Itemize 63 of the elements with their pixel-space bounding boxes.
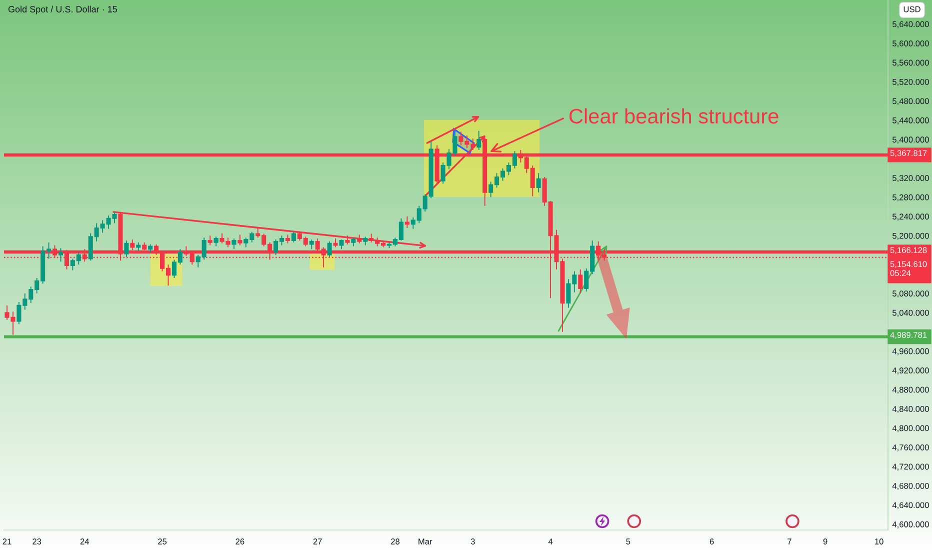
- candlestick: [339, 239, 344, 250]
- candlestick: [124, 240, 129, 258]
- y-tick-label: 4,960.000: [892, 348, 929, 356]
- y-tick-label: 5,040.000: [892, 310, 929, 317]
- candlestick: [351, 237, 356, 247]
- y-tick-label: 5,280.000: [892, 194, 929, 202]
- x-tick-label: 21: [2, 538, 12, 544]
- candlestick: [232, 238, 236, 250]
- y-tick-label: 4,800.000: [892, 425, 929, 432]
- candlestick: [476, 130, 482, 151]
- x-tick-label: 6: [710, 538, 714, 544]
- candlestick: [357, 234, 362, 244]
- candlestick: [285, 234, 290, 244]
- y-tick-label: 4,920.000: [892, 368, 929, 374]
- x-tick-label: 7: [788, 538, 792, 544]
- ref-line-label: 5,154.610 05:24: [890, 261, 927, 276]
- x-tick-label: 28: [391, 538, 400, 544]
- text: Gold Spot / U.S. Dollar · 15: [8, 6, 118, 14]
- candlestick: [327, 240, 332, 258]
- candlestick: [208, 235, 212, 246]
- candlestick: [58, 248, 64, 262]
- y-tick-label: 4,840.000: [892, 406, 929, 413]
- annotation: Clear bearish structure: [569, 108, 778, 124]
- candlestick: [309, 239, 314, 250]
- candlestick: [363, 236, 368, 246]
- candlestick: [148, 244, 153, 254]
- x-tick-label: Mar: [418, 538, 432, 544]
- x-tick-label: 3: [470, 538, 475, 544]
- y-tick-label: 5,080.000: [892, 290, 929, 298]
- y-tick-label: 5,320.000: [892, 175, 929, 182]
- ref-line-label: 5,166.128: [890, 247, 927, 254]
- candlestick: [536, 172, 541, 193]
- ref-line-label: 4,989.781: [890, 332, 927, 339]
- y-tick-label: 5,640.000: [892, 21, 929, 28]
- y-tick-label: 5,520.000: [892, 78, 929, 86]
- y-tick-label: 4,760.000: [892, 444, 929, 452]
- y-tick-label: 5,200.000: [892, 232, 929, 240]
- x-tick-label: 9: [823, 538, 828, 544]
- y-tick-label: 4,680.000: [892, 482, 929, 490]
- y-tick-label: 5,560.000: [892, 60, 929, 67]
- candlestick: [136, 242, 141, 252]
- candlestick: [291, 231, 296, 243]
- y-tick-label: 5,440.000: [892, 117, 929, 124]
- y-tick-label: 5,240.000: [892, 214, 929, 221]
- x-tick-label: 24: [80, 538, 90, 544]
- y-tick-label: 5,480.000: [892, 98, 929, 106]
- x-tick-label: 27: [313, 538, 322, 544]
- x-tick-label: 10: [875, 538, 884, 544]
- x-tick-label: 26: [236, 538, 244, 544]
- x-tick-label: 4: [548, 538, 553, 544]
- y-tick-label: 5,400.000: [892, 136, 929, 144]
- y-tick-label: 4,640.000: [892, 502, 929, 510]
- ref-line-label: 5,367.817: [890, 150, 927, 158]
- x-tick-label: 25: [158, 538, 167, 544]
- x-tick-label: 23: [32, 538, 42, 544]
- candlestick: [238, 234, 242, 246]
- y-tick-label: 5,600.000: [892, 40, 929, 48]
- x-tick-label: 5: [626, 538, 630, 544]
- y-tick-label: 4,720.000: [892, 464, 929, 471]
- y-axis-title: USD: [904, 6, 920, 12]
- y-tick-label: 4,880.000: [892, 386, 929, 394]
- candlestick: [214, 236, 218, 247]
- y-tick-label: 4,600.000: [892, 521, 929, 528]
